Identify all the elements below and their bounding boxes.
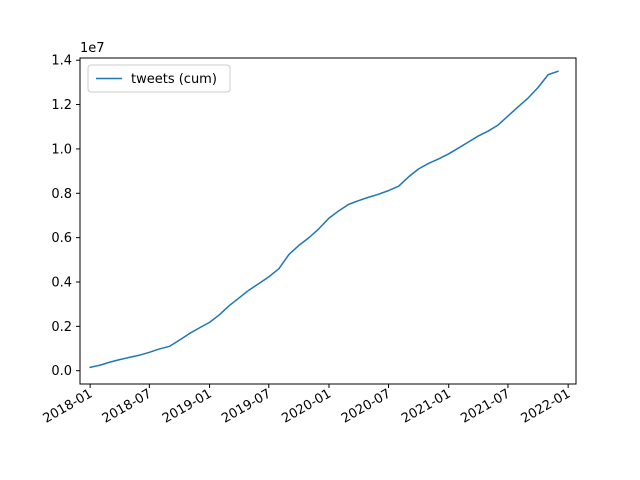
y-axis: 0.0 0.2 0.4 0.6 0.8 1.0 1.2 1.4 bbox=[51, 54, 80, 379]
axes-frame bbox=[79, 57, 577, 385]
y-tick-label: 0.6 bbox=[51, 231, 72, 246]
plot-lines bbox=[89, 70, 559, 369]
legend-box bbox=[87, 64, 231, 93]
series-line bbox=[89, 70, 559, 369]
y-tick-label: 0.2 bbox=[51, 320, 72, 335]
y-tick-label: 1.2 bbox=[51, 98, 72, 113]
y-tick-label: 1.4 bbox=[51, 54, 72, 69]
y-tick-label: 1.0 bbox=[51, 142, 72, 157]
legend: tweets (cum) bbox=[87, 64, 231, 93]
y-tick-label: 0.0 bbox=[51, 364, 72, 379]
y-tick-label: 0.4 bbox=[51, 275, 72, 290]
y-axis-offset-label: 1e7 bbox=[80, 41, 105, 56]
y-tick-label: 0.8 bbox=[51, 187, 72, 202]
legend-label: tweets (cum) bbox=[131, 72, 217, 87]
